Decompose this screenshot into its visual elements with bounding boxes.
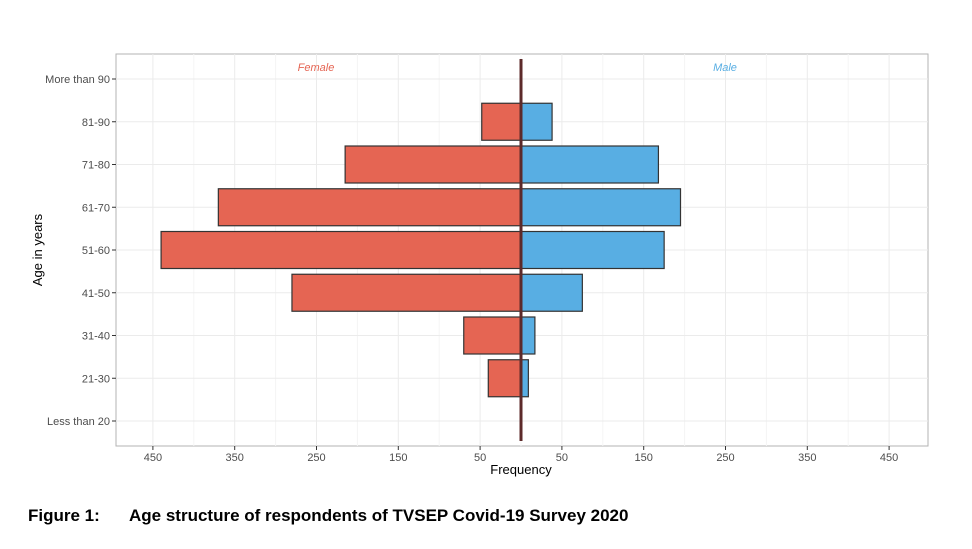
female-bar-61-70 [217,188,522,227]
male-bar-61-70 [520,188,682,227]
male-bar-71-80 [520,145,660,184]
y-axis-ticks: Less than 20 21-30 31-40 41-50 51-60 61-70 71-… [45,74,116,428]
y-tick-label: 61-70 [82,202,110,214]
female-bar-71-80 [344,145,522,184]
female-series-label: Female [298,62,335,74]
female-bar-81-90 [481,102,522,141]
y-tick-label: 81-90 [82,117,110,129]
x-axis-title: Frequency [490,462,552,477]
figure-caption-label: Figure 1: [28,506,100,525]
y-tick-label: 21-30 [82,373,110,385]
x-tick-label: 350 [226,452,244,464]
figure-caption-text: Age structure of respondents of TVSEP Co… [129,506,629,525]
y-tick-label: More than 90 [45,74,110,86]
figure-caption: Figure 1: Age structure of respondents of… [28,506,628,526]
x-tick-label: 250 [307,452,325,464]
female-bar-41-50 [291,273,522,312]
x-tick-label: 250 [716,452,734,464]
male-bar-81-90 [520,102,553,141]
female-bar-51-60 [160,230,522,270]
x-tick-label: 50 [556,452,568,464]
x-tick-label: 50 [474,452,486,464]
y-tick-label: 31-40 [82,331,110,343]
x-tick-label: 150 [389,452,407,464]
male-bar-41-50 [520,273,583,312]
x-tick-label: 450 [880,452,898,464]
x-tick-label: 350 [798,452,816,464]
y-tick-label: 41-50 [82,288,110,300]
bars [160,102,682,398]
y-tick-label: 71-80 [82,160,110,172]
female-bar-21-30 [487,359,522,398]
x-tick-label: 450 [144,452,162,464]
y-axis-title: Age in years [30,213,45,286]
female-bar-31-40 [463,316,522,355]
male-bar-51-60 [520,230,665,270]
x-tick-label: 150 [635,452,653,464]
y-tick-label: 51-60 [82,245,110,257]
y-tick-label: Less than 20 [47,416,110,428]
x-axis-ticks: 450 350 250 150 50 50 150 250 350 450 [144,446,898,464]
male-bar-31-40 [520,316,536,355]
male-series-label: Male [713,62,737,74]
